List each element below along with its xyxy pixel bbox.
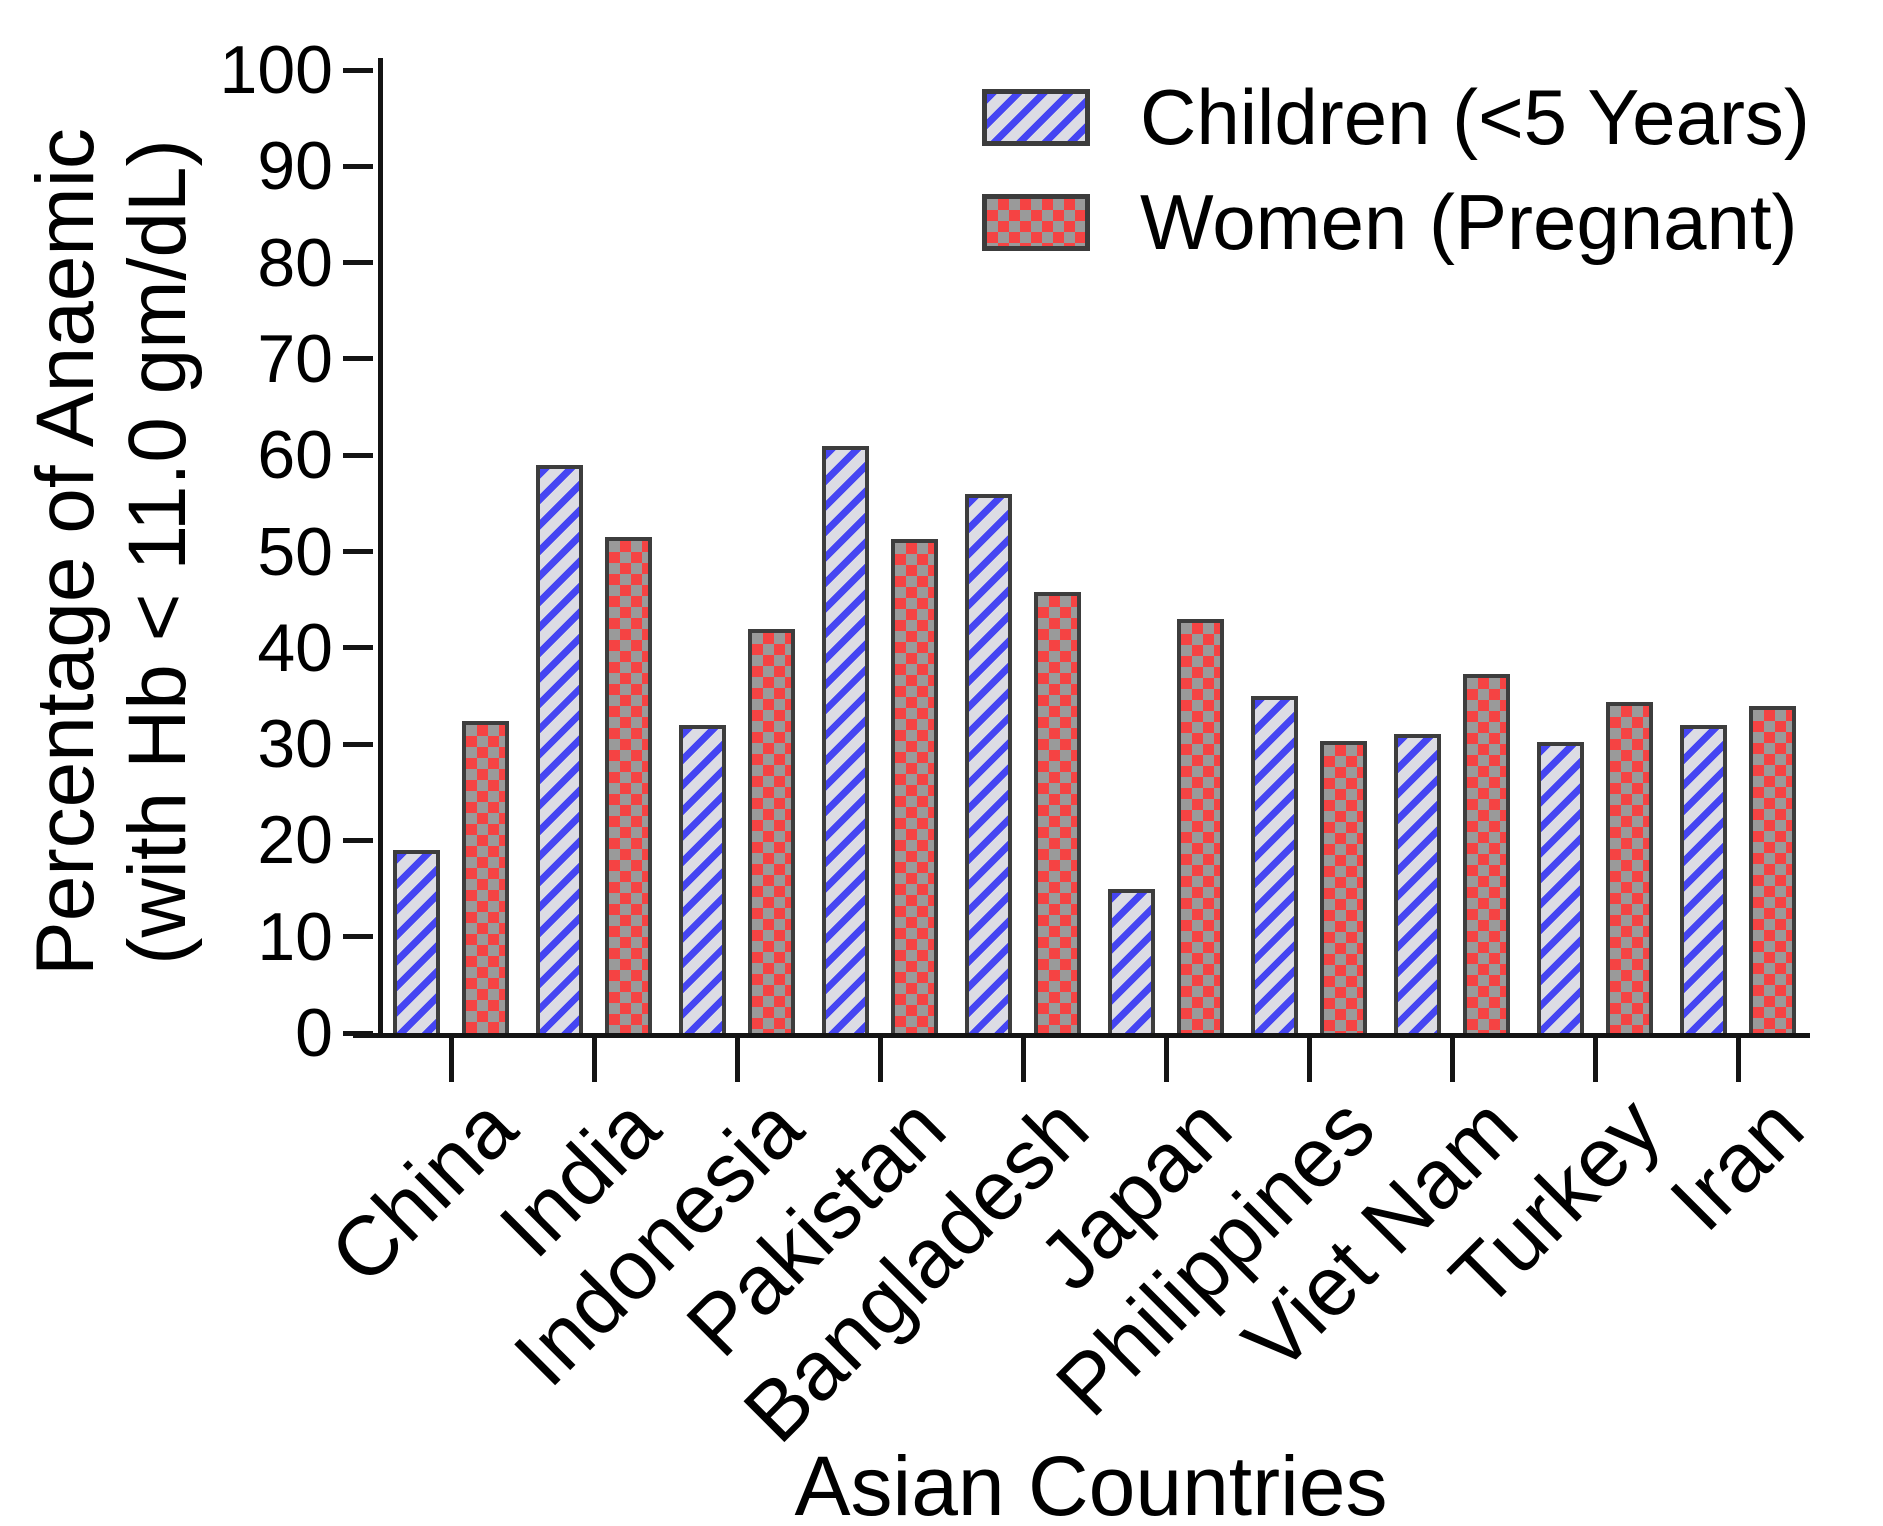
bar-children-viet-nam	[1394, 734, 1441, 1033]
bar-women-china	[462, 721, 509, 1033]
y-axis-tick-label-30: 30	[257, 706, 333, 783]
y-axis-line-extension	[378, 58, 383, 70]
y-axis-tick-label-40: 40	[257, 609, 333, 686]
bar-children-iran	[1680, 725, 1727, 1033]
x-axis-tick-turkey	[1592, 1038, 1598, 1082]
y-axis-title-line1: Percentage of Anaemic	[20, 128, 112, 976]
legend-row-children: Children (<5 Years)	[982, 78, 1810, 156]
y-axis-tick-40	[343, 645, 373, 651]
y-axis-tick-10	[343, 934, 373, 940]
x-axis-line-extension	[353, 1033, 383, 1038]
y-axis-tick-label-20: 20	[257, 802, 333, 879]
x-axis-tick-china	[448, 1038, 454, 1082]
y-axis-tick-30	[343, 741, 373, 747]
y-axis-tick-50	[343, 549, 373, 554]
bar-women-viet-nam	[1463, 674, 1510, 1033]
bar-women-japan	[1177, 619, 1224, 1033]
y-axis-tick-label-80: 80	[257, 224, 333, 301]
bar-children-japan	[1108, 889, 1155, 1033]
y-axis-tick-label-100: 100	[219, 32, 333, 108]
y-axis-tick-100	[343, 67, 373, 73]
legend: Children (<5 Years) Women (Pregnant)	[982, 78, 1810, 261]
y-axis-tick-60	[343, 452, 373, 458]
bar-women-philippines	[1320, 741, 1367, 1033]
y-axis-tick-label-50: 50	[257, 513, 333, 590]
x-axis-tick-pakistan	[877, 1038, 883, 1082]
y-axis-tick-label-0: 0	[295, 995, 333, 1071]
bar-women-bangladesh	[1034, 592, 1081, 1033]
plot-area: 0 10 20 30 40 50 60 70 80 90 100 China India Indonesi…	[220, 35, 1821, 1460]
bar-women-india	[605, 537, 652, 1033]
y-axis-tick-80	[343, 260, 373, 266]
women-swatch-icon	[982, 193, 1090, 251]
y-axis-tick-0	[343, 1030, 373, 1036]
y-axis-tick-label-10: 10	[257, 898, 333, 975]
bar-children-philippines	[1251, 696, 1298, 1033]
legend-label-children: Children (<5 Years)	[1140, 73, 1810, 161]
bar-women-turkey	[1606, 702, 1653, 1033]
x-axis-tick-india	[591, 1038, 597, 1082]
y-axis-tick-70	[343, 356, 373, 362]
x-axis-tick-bangladesh	[1020, 1038, 1026, 1082]
bar-children-india	[536, 465, 583, 1033]
x-axis-tick-indonesia	[734, 1038, 740, 1082]
bar-children-turkey	[1537, 742, 1584, 1033]
bar-children-bangladesh	[965, 494, 1012, 1033]
x-axis-tick-viet-nam	[1449, 1038, 1455, 1082]
x-axis-tick-iran	[1735, 1038, 1741, 1082]
x-axis-tick-philippines	[1306, 1038, 1312, 1082]
y-axis-tick-label-70: 70	[257, 320, 333, 397]
bar-women-iran	[1749, 706, 1796, 1033]
y-axis-tick-20	[343, 837, 373, 843]
bar-women-pakistan	[891, 539, 938, 1033]
y-axis-tick-90	[343, 163, 373, 169]
legend-row-women: Women (Pregnant)	[982, 183, 1810, 261]
y-axis-tick-label-60: 60	[257, 417, 333, 494]
bar-children-china	[393, 850, 440, 1033]
legend-label-women: Women (Pregnant)	[1140, 178, 1798, 266]
bar-children-indonesia	[679, 725, 726, 1033]
bar-women-indonesia	[748, 629, 795, 1033]
bar-children-pakistan	[822, 446, 869, 1033]
y-axis-tick-label-90: 90	[257, 128, 333, 205]
x-axis-title: Asian Countries	[794, 1439, 1388, 1526]
children-swatch-icon	[982, 88, 1090, 146]
x-axis-tick-japan	[1163, 1038, 1169, 1082]
